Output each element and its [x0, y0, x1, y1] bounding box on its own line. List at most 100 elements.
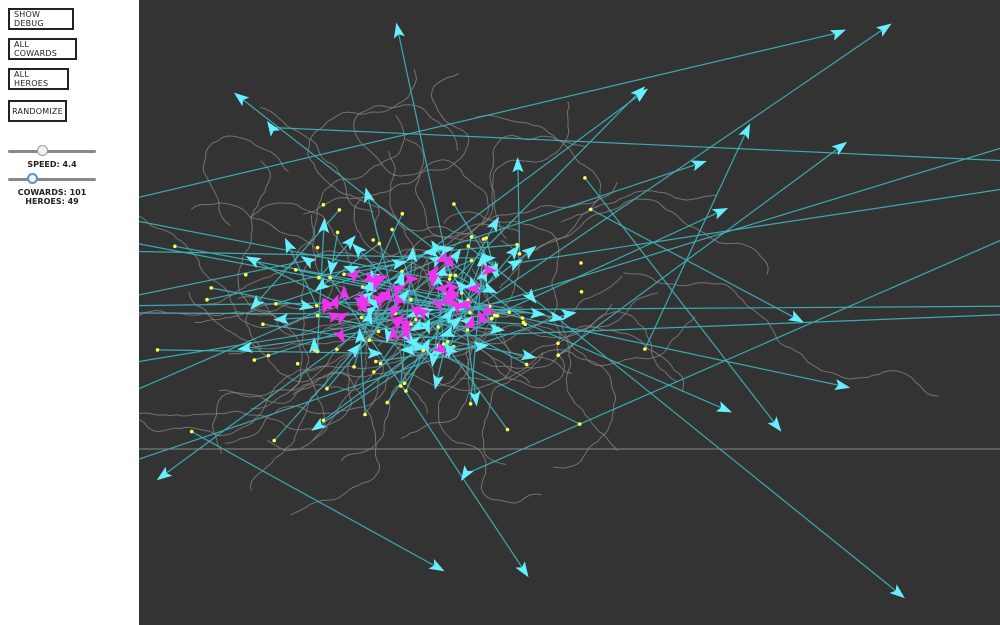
- coward-target-line: [174, 245, 558, 319]
- ratio-slider-track: [8, 178, 96, 181]
- target-dot: [520, 316, 525, 320]
- target-dot: [155, 348, 160, 352]
- coward-target-line: [139, 259, 308, 296]
- target-dot: [209, 286, 213, 290]
- target-dot: [390, 227, 394, 232]
- coward-agent: [560, 309, 577, 321]
- coward-target-line: [139, 250, 489, 259]
- coward-target-line: [191, 431, 438, 568]
- coward-agent: [367, 347, 383, 359]
- coward-target-line: [255, 209, 340, 305]
- target-dot: [445, 340, 450, 344]
- hero-agent: [452, 299, 466, 315]
- coward-agent: [473, 341, 490, 353]
- agent-trail: [481, 351, 544, 465]
- target-dot: [376, 329, 381, 334]
- coward-agent: [156, 466, 173, 481]
- hero-agent: [480, 303, 496, 318]
- speed-slider-track: [8, 150, 96, 153]
- all-heroes-button[interactable]: ALL HEROES: [8, 68, 69, 90]
- hero-agent: [393, 292, 406, 309]
- coward-agent: [346, 343, 361, 359]
- coward-target-line: [157, 349, 375, 354]
- coward-agent: [489, 323, 505, 335]
- hero-agent: [478, 309, 490, 327]
- target-dot: [515, 242, 519, 247]
- target-dot: [385, 400, 389, 405]
- target-dot: [492, 313, 497, 318]
- coward-agent: [233, 92, 250, 107]
- coward-agent: [432, 271, 444, 287]
- randomize-button[interactable]: RANDOMIZE: [8, 100, 67, 122]
- speed-slider[interactable]: [8, 144, 96, 158]
- target-dot: [453, 273, 458, 278]
- control-panel: SHOW DEBUG ALL COWARDS ALL HEROES RANDOM…: [0, 0, 139, 625]
- speed-slider-thumb[interactable]: [37, 145, 48, 156]
- agent-trail: [510, 292, 658, 359]
- target-dot: [400, 211, 405, 216]
- coward-target-line: [329, 277, 525, 571]
- coward-agent: [237, 341, 254, 353]
- target-dot: [469, 258, 474, 263]
- target-dot: [517, 252, 522, 256]
- coward-agent: [439, 326, 456, 337]
- coward-agent: [418, 338, 430, 355]
- hero-agent: [457, 299, 473, 311]
- hero-agent: [333, 312, 350, 325]
- agent-trail: [405, 138, 491, 244]
- target-dot: [321, 418, 326, 423]
- simulation-svg: [139, 22, 1000, 599]
- target-dot: [404, 389, 408, 393]
- coward-target-line: [139, 32, 839, 198]
- coward-target-line: [139, 313, 569, 460]
- show-debug-button[interactable]: SHOW DEBUG: [8, 8, 74, 30]
- coward-agent: [267, 120, 281, 137]
- coward-agent: [476, 251, 488, 268]
- target-dot: [317, 275, 321, 280]
- coward-agent: [444, 343, 458, 359]
- hero-agent: [415, 306, 431, 321]
- agent-trail: [219, 372, 381, 516]
- agent-trail: [560, 190, 717, 223]
- hero-agent: [321, 298, 334, 315]
- coward-agent: [298, 299, 315, 311]
- ratio-slider[interactable]: [8, 172, 96, 186]
- target-dot: [189, 429, 194, 434]
- coward-agent: [433, 265, 451, 277]
- coward-target-line: [453, 27, 886, 324]
- heroes-count-label: HEROES: 49: [25, 197, 79, 206]
- coward-agent: [446, 316, 463, 331]
- target-dot: [556, 353, 560, 358]
- coward-agent: [831, 141, 848, 156]
- coward-target-line: [318, 240, 352, 279]
- agent-trail: [237, 296, 303, 410]
- coward-target-line: [494, 210, 722, 316]
- coward-agent: [410, 318, 427, 332]
- coward-target-line: [397, 30, 451, 276]
- simulation-canvas[interactable]: [139, 0, 1000, 625]
- coward-target-line: [295, 269, 843, 387]
- hero-agent: [428, 272, 440, 289]
- hero-agent: [388, 325, 400, 341]
- target-dot: [469, 235, 474, 239]
- target-dot: [468, 402, 473, 406]
- hero-agent: [464, 314, 475, 331]
- ratio-slider-thumb[interactable]: [27, 173, 38, 184]
- coward-agent: [419, 318, 430, 335]
- target-dot: [448, 273, 453, 278]
- target-dot: [577, 422, 582, 426]
- coward-agent: [829, 29, 846, 41]
- coward-agent: [351, 243, 367, 259]
- coward-target-line: [271, 126, 1000, 162]
- agent-trail: [139, 309, 283, 322]
- all-cowards-button[interactable]: ALL COWARDS: [8, 38, 77, 60]
- agent-trail: [460, 349, 617, 469]
- hero-agent: [373, 275, 384, 292]
- coward-target-line: [211, 287, 307, 307]
- coward-agent: [355, 328, 367, 344]
- hero-agent: [430, 300, 447, 312]
- coward-agent: [318, 217, 330, 234]
- speed-label: SPEED: 4.4: [27, 160, 77, 169]
- coward-agent: [505, 244, 520, 261]
- coward-target-line: [239, 97, 523, 319]
